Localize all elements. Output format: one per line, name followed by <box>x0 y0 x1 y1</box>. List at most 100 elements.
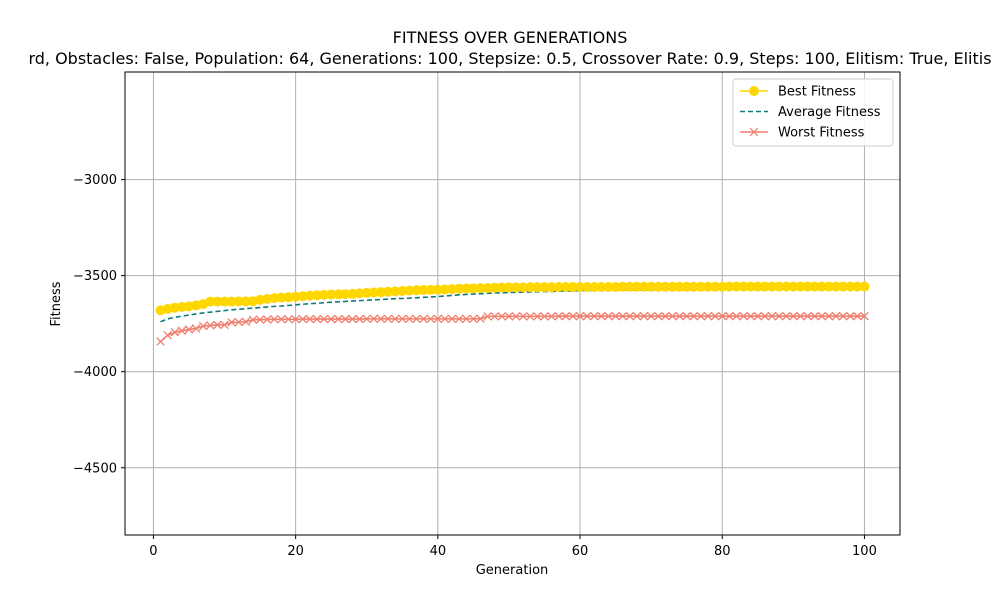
legend-label: Average Fitness <box>778 105 881 120</box>
worst-fitness-point <box>305 314 315 324</box>
worst-fitness-point <box>390 314 400 324</box>
worst-fitness-point <box>220 320 229 330</box>
legend-item-best-fitness: Best Fitness <box>740 85 856 100</box>
worst-fitness-point <box>198 321 208 331</box>
x-tick-label: 40 <box>430 544 447 559</box>
worst-fitness-point <box>725 311 734 321</box>
legend-item-average-fitness: Average Fitness <box>740 105 881 120</box>
legend-entries: Best Fitness Average Fitness Worst Fitness <box>740 85 881 141</box>
x-tick-label: 60 <box>572 544 589 559</box>
worst-fitness-point <box>156 337 165 346</box>
worst-fitness-point <box>796 311 805 321</box>
worst-fitness-point <box>284 314 293 324</box>
worst-fitness-point <box>191 324 201 333</box>
worst-fitness-point <box>789 311 798 321</box>
worst-fitness-point <box>611 311 620 321</box>
worst-fitness-point <box>817 311 827 321</box>
worst-fitness-point <box>291 314 300 324</box>
worst-fitness-point <box>703 311 713 321</box>
y-axis-label: Fitness <box>49 281 64 326</box>
worst-fitness-point <box>760 311 770 321</box>
worst-fitness-point <box>170 328 180 337</box>
worst-fitness-point <box>383 314 393 324</box>
chart-title: FITNESS OVER GENERATIONS <box>393 28 628 47</box>
worst-fitness-series <box>156 311 869 346</box>
worst-fitness-point <box>511 312 521 321</box>
worst-fitness-point <box>597 311 606 321</box>
worst-fitness-point <box>490 312 499 321</box>
grid-lines <box>125 72 900 535</box>
worst-fitness-point <box>355 314 364 324</box>
worst-fitness-point <box>767 311 777 321</box>
worst-fitness-point <box>845 311 855 321</box>
worst-fitness-point <box>504 312 514 321</box>
worst-fitness-point <box>582 311 592 321</box>
worst-fitness-point <box>206 321 215 330</box>
worst-fitness-point <box>824 311 834 321</box>
worst-fitness-point <box>341 314 350 324</box>
worst-fitness-point <box>696 311 706 321</box>
worst-fitness-point <box>533 312 542 321</box>
worst-fitness-point <box>710 311 720 321</box>
worst-fitness-point <box>255 315 265 324</box>
worst-fitness-point <box>632 311 642 321</box>
worst-fitness-point <box>526 312 535 321</box>
worst-fitness-point <box>447 314 457 324</box>
worst-fitness-point <box>853 311 862 321</box>
worst-fitness-point <box>540 312 549 321</box>
x-tick-label: 20 <box>287 544 304 559</box>
legend-label: Worst Fitness <box>778 126 865 141</box>
worst-fitness-point <box>774 311 784 321</box>
worst-fitness-point <box>462 314 471 324</box>
worst-fitness-point <box>518 312 528 321</box>
worst-fitness-point <box>234 317 244 327</box>
worst-fitness-point <box>326 314 336 324</box>
worst-fitness-point <box>554 311 563 321</box>
worst-fitness-point <box>334 314 343 324</box>
worst-fitness-point <box>405 314 414 324</box>
worst-fitness-point <box>454 314 464 324</box>
worst-fitness-point <box>682 311 691 321</box>
best-fitness-series <box>155 281 870 316</box>
worst-fitness-point <box>732 311 741 321</box>
worst-fitness-point <box>810 311 819 321</box>
worst-fitness-point <box>646 311 656 321</box>
worst-fitness-point <box>412 314 421 324</box>
legend: Best Fitness Average Fitness Worst Fitness <box>732 78 894 147</box>
legend-marker <box>749 127 759 137</box>
y-tick-label: −4500 <box>73 461 117 476</box>
worst-fitness-point <box>440 314 450 324</box>
worst-fitness-point <box>639 311 649 321</box>
worst-fitness-point <box>483 312 492 321</box>
x-axis-label: Generation <box>476 563 549 578</box>
y-tick-label: −4000 <box>73 365 117 380</box>
worst-fitness-point <box>739 311 748 321</box>
worst-fitness-point <box>803 311 812 321</box>
worst-fitness-point <box>262 315 272 324</box>
series-group <box>155 281 870 346</box>
worst-fitness-point <box>163 330 172 340</box>
best-fitness-point <box>859 281 870 292</box>
worst-fitness-point <box>668 311 677 321</box>
worst-fitness-point <box>419 314 428 324</box>
worst-fitness-point <box>675 311 684 321</box>
worst-fitness-point <box>398 314 407 324</box>
plot-area-frame <box>124 71 901 536</box>
worst-fitness-point <box>369 314 379 324</box>
worst-fitness-point <box>476 314 485 323</box>
worst-fitness-point <box>319 314 329 324</box>
worst-fitness-point <box>270 314 279 324</box>
worst-fitness-point <box>312 314 322 324</box>
worst-fitness-point <box>376 314 386 324</box>
worst-fitness-point <box>177 326 187 336</box>
worst-fitness-point <box>547 312 556 321</box>
x-tick-label: 100 <box>852 544 877 559</box>
worst-fitness-point <box>241 317 251 327</box>
worst-fitness-point <box>653 311 663 321</box>
worst-fitness-point <box>561 311 571 321</box>
worst-fitness-point <box>838 311 848 321</box>
worst-fitness-point <box>860 311 869 321</box>
legend-item-worst-fitness: Worst Fitness <box>740 126 865 141</box>
legend-label: Best Fitness <box>778 85 856 100</box>
